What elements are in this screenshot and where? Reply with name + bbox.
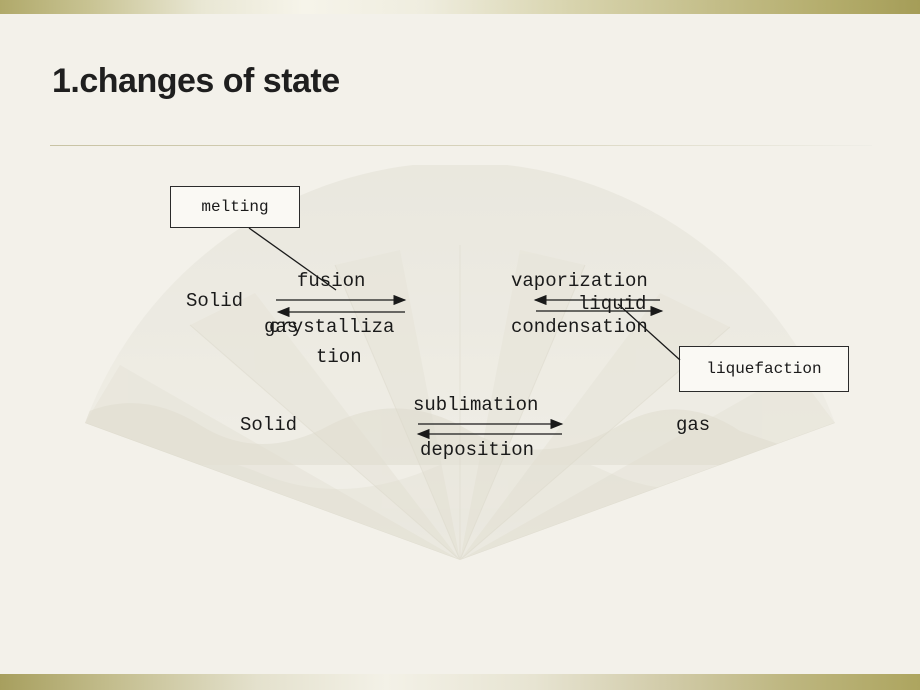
bottom-decorative-bar: [0, 674, 920, 690]
transition-label-deposition: deposition: [420, 439, 535, 461]
title-underline: [50, 145, 872, 146]
transition-label-crystallization-line1: crystalliza: [269, 316, 395, 338]
page-title: 1.changes of state: [52, 62, 340, 100]
transition-label-vaporization: vaporization: [511, 270, 648, 292]
state-label-solid-top: Solid: [186, 290, 244, 312]
top-decorative-bar: [0, 0, 920, 14]
transition-label-sublimation: sublimation: [413, 394, 539, 416]
state-label-gas-bottom: gas: [676, 414, 711, 436]
state-label-liquid: liquid: [578, 293, 647, 315]
callout-liquefaction: liquefaction: [679, 346, 849, 392]
transition-label-crystallization-line2: tion: [316, 346, 362, 368]
state-label-solid-bottom: Solid: [240, 414, 298, 436]
state-label-gas-top: gas: [264, 316, 299, 338]
callout-melting: melting: [170, 186, 300, 228]
transition-label-condensation: condensation: [511, 316, 648, 338]
transition-label-fusion: fusion: [297, 270, 366, 292]
